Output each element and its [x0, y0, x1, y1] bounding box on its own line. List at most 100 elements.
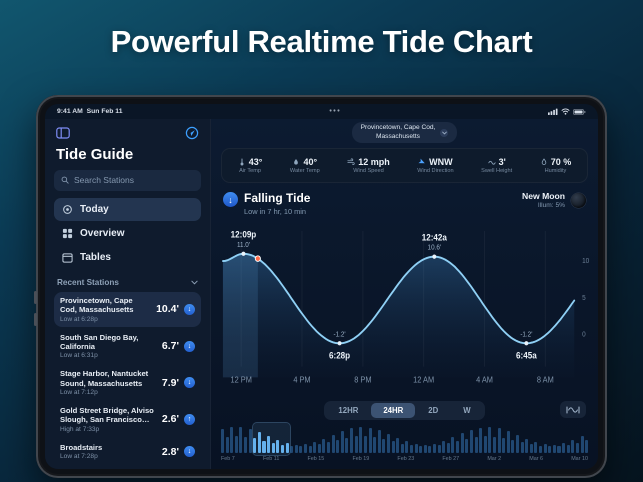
scrubber-bar: [285, 443, 289, 453]
scrubber-bar: [368, 427, 372, 453]
station-list-item[interactable]: South San Diego Bay, California Low at 6:…: [54, 329, 201, 364]
wind-icon: [347, 158, 355, 166]
search-input[interactable]: [54, 170, 201, 191]
sidebar-item-today[interactable]: Today: [54, 197, 201, 221]
svg-text:6:45a: 6:45a: [516, 350, 537, 360]
station-list-item[interactable]: Broadstairs Low at 7:28p 2.8' ↓: [54, 439, 201, 464]
sidebar-item-overview[interactable]: Overview: [54, 222, 201, 245]
station-list-item[interactable]: Stage Harbor, Nantucket Sound, Massachus…: [54, 365, 201, 400]
navigate-arrow-icon[interactable]: [185, 126, 199, 140]
stat-water-temp: 40° Water Temp: [290, 157, 320, 174]
stat-label: Wind Speed: [353, 168, 384, 175]
svg-text:-1.2': -1.2': [520, 331, 532, 338]
station-next-tide: Low at 6:31p: [60, 352, 98, 360]
grid-icon: [62, 228, 73, 239]
location-selector[interactable]: Provincetown, Cape Cod, Massachusetts: [351, 122, 458, 144]
scrubber-bar: [354, 436, 358, 453]
station-name: Broadstairs: [60, 442, 103, 452]
scrubber-bar: [428, 446, 432, 453]
scrubber-bar: [543, 444, 547, 453]
tide-direction-icon: ↓: [184, 446, 195, 458]
tide-direction-icon: ↓: [184, 340, 195, 352]
scrubber-bar: [253, 438, 257, 453]
scrubber-date-label: Mar 2: [487, 456, 502, 462]
chart-style-toggle[interactable]: [560, 401, 586, 418]
scrubber-bar: [317, 444, 321, 453]
svg-text:-1.2': -1.2': [334, 331, 346, 338]
station-height: 2.6': [161, 413, 179, 426]
location-options-icon[interactable]: [440, 128, 449, 137]
scrubber-bar: [409, 445, 413, 453]
scrubber-bar: [552, 444, 556, 453]
scrubber-bar: [479, 427, 483, 453]
scrubber-bar: [460, 433, 464, 453]
recent-stations-header[interactable]: Recent Stations: [57, 278, 198, 287]
app-title: Tide Guide: [56, 146, 134, 163]
moon-illumination: Illum: 5%: [537, 202, 565, 210]
scrubber-selection[interactable]: [253, 423, 290, 455]
scrubber-bar: [340, 430, 344, 453]
moon-icon: [571, 192, 586, 208]
tide-chart[interactable]: 10 5 0 12 PM 4 PM 8 PM 12 AM 4 AM 8 AM 12:09p 11.0…: [217, 216, 592, 399]
stat-value: 70 %: [550, 157, 572, 168]
scrubber-bar: [557, 446, 561, 453]
scrubber-bar: [294, 444, 298, 453]
range-tab-2d[interactable]: 2D: [416, 403, 450, 418]
scrubber-bar: [267, 436, 271, 453]
swell-icon: [487, 158, 496, 166]
tide-direction-icon: ↑: [184, 413, 195, 425]
scrubber-bar: [239, 427, 243, 453]
wifi-icon: [561, 108, 570, 115]
app-screen: 9:41 AM Sun Feb 11 •••: [45, 104, 598, 469]
sidebar-toggle-icon[interactable]: [56, 126, 70, 140]
stat-label: Wind Direction: [417, 168, 454, 175]
scrubber-bar: [562, 442, 566, 453]
scrubber-dates: Feb 7 Feb 11 Feb 15 Feb 19 Feb 23 Feb 27 Mar 2…: [221, 456, 588, 462]
station-list-item[interactable]: Gold Street Bridge, Alviso Slough, San F…: [54, 402, 201, 437]
scrubber-bar: [446, 443, 450, 453]
sidebar-item-label: Today: [80, 203, 109, 215]
scrubber-bar: [363, 436, 367, 453]
conditions-bar: 43° Air Temp 40° Water Temp 12 mph Wind Speed…: [221, 148, 588, 184]
sidebar-item-label: Tables: [80, 251, 111, 263]
stat-value: 40°: [303, 157, 318, 168]
scrubber-bar: [506, 431, 510, 453]
scrubber-bar: [345, 437, 349, 453]
date-scrubber[interactable]: Feb 7 Feb 11 Feb 15 Feb 19 Feb 23 Feb 27 Mar 2…: [221, 423, 589, 463]
scrubber-bar: [580, 435, 584, 453]
search-icon: [61, 177, 69, 185]
scrubber-bar: [382, 439, 386, 453]
scrubber-date-label: Feb 23: [397, 456, 415, 462]
multitask-dots[interactable]: •••: [329, 108, 342, 115]
scrubber-date-label: Feb 11: [262, 456, 280, 462]
range-tab-12hr[interactable]: 12HR: [326, 403, 370, 418]
stat-swell-height: 3' Swell Height: [481, 157, 512, 174]
tide-direction-icon: ↓: [184, 377, 195, 389]
scrubber-date-label: Feb 19: [352, 456, 370, 462]
calendar-icon: [62, 252, 73, 263]
stat-humidity: 70 % Humidity: [540, 157, 572, 174]
station-next-tide: Low at 7:12p: [60, 389, 98, 397]
tide-direction-icon: ↓: [184, 303, 195, 315]
chevron-down-icon: [191, 280, 198, 285]
scrubber-bar: [373, 437, 377, 453]
station-name: South San Diego Bay, California: [60, 332, 139, 351]
stat-label: Swell Height: [481, 168, 513, 175]
scrubber-bar: [488, 427, 492, 453]
target-icon: [62, 204, 73, 215]
stat-wind-speed: 12 mph Wind Speed: [347, 157, 390, 174]
sidebar-item-tables[interactable]: Tables: [54, 246, 201, 269]
scrubber-bar: [327, 441, 331, 453]
range-tab-w[interactable]: W: [451, 403, 482, 418]
scrubber-bar: [566, 444, 570, 453]
scrubber-bar: [221, 428, 225, 453]
scrubber-bar: [303, 444, 307, 453]
station-list-item[interactable]: Provincetown, Cape Cod, Massachusetts Low…: [54, 291, 201, 327]
station-name: Stage Harbor, Nantucket Sound, Massachus…: [60, 369, 149, 388]
svg-text:12 PM: 12 PM: [230, 376, 251, 385]
scrubber-bar: [516, 435, 520, 453]
search-field[interactable]: [74, 175, 194, 186]
moon-phase-label: New Moon: [522, 191, 565, 202]
range-tab-24hr[interactable]: 24HR: [371, 402, 416, 418]
